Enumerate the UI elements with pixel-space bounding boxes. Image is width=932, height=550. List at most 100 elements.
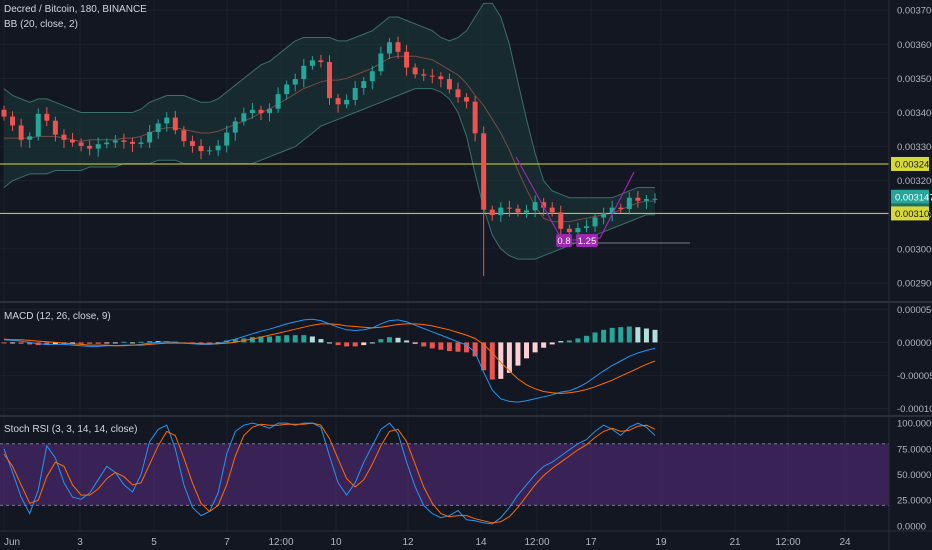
macd-histogram-bar (70, 342, 76, 344)
candle-body (241, 113, 247, 122)
macd-histogram-bar (284, 335, 290, 343)
candle-body (215, 145, 221, 151)
candle-body (181, 130, 187, 142)
time-tick-label: 24 (839, 537, 851, 548)
macd-histogram-bar (481, 342, 487, 371)
candle-body (524, 210, 530, 213)
lower-level-price-tag-bg (891, 206, 929, 221)
macd-histogram-bar (44, 342, 50, 346)
macd-histogram-bar (27, 342, 33, 345)
bb-legend[interactable]: BB (20, close, 2) (4, 19, 78, 30)
macd-histogram-bar (352, 342, 358, 347)
macd-histogram-bar (506, 342, 512, 373)
horizontal-levels (0, 163, 889, 214)
macd-histogram-bar (361, 342, 367, 346)
stoch-tick-label: 75.0000 (897, 444, 931, 455)
candle-body (189, 141, 195, 146)
time-tick-label: Jun (4, 537, 20, 548)
candle-body (87, 145, 93, 149)
pattern-drawing: 0.8 1.25 (515, 156, 690, 247)
signal-line (3, 323, 656, 395)
pattern-label-bg (576, 234, 598, 247)
macd-histogram-bar (404, 340, 410, 343)
macd-histogram-bar (267, 336, 273, 343)
macd-pane (0, 308, 889, 410)
macd-histogram-bar (95, 342, 101, 344)
candle-body (609, 207, 615, 214)
candle-body (198, 145, 204, 152)
candle-body (52, 120, 58, 135)
macd-tick-label: -0.000100 (897, 404, 932, 415)
macd-histogram-bar (455, 342, 461, 352)
macd-histogram-bar (121, 341, 127, 343)
macd-histogram-bar (575, 338, 581, 343)
last-price-tag-bg (891, 189, 929, 204)
candle-body (643, 199, 649, 201)
candle-body (506, 207, 512, 209)
candle-body (104, 142, 110, 145)
candle-body (61, 134, 67, 140)
macd-histogram-bar (318, 339, 324, 343)
macd-histogram-bar (626, 326, 632, 343)
candle-body (44, 113, 50, 121)
candle-body (481, 133, 487, 210)
macd-histogram-bar (652, 329, 658, 343)
candle-body (129, 141, 135, 144)
macd-histogram-bar (438, 342, 444, 350)
symbol-title[interactable]: Decred / Bitcoin, 180, BINANCE (4, 4, 147, 15)
candle-body (78, 142, 84, 146)
candle-body (172, 117, 178, 131)
candle-body (70, 139, 76, 143)
macd-histogram-bar (344, 342, 350, 347)
macd-histogram-bar (421, 342, 427, 347)
macd-histogram-bar (309, 336, 315, 343)
macd-histogram-bar (583, 335, 589, 343)
candle-body (532, 202, 538, 211)
candle-body (207, 150, 213, 152)
candle-body (378, 53, 384, 72)
macd-histogram-bar (643, 328, 649, 343)
candle-body (626, 197, 632, 209)
stoch-legend[interactable]: Stoch RSI (3, 3, 14, 14, close) (4, 424, 138, 435)
macd-histogram-bar (301, 335, 307, 343)
macd-histogram-bar (112, 342, 118, 344)
time-tick-label: 17 (585, 537, 597, 548)
macd-histogram-bar (566, 340, 572, 343)
bb-fill (4, 3, 655, 260)
pattern-label-1-25: 1.25 (578, 236, 597, 247)
time-tick-label: 12:00 (524, 537, 549, 548)
candle-body (155, 123, 161, 132)
macd-histogram-bar (635, 327, 641, 343)
candle-body (275, 94, 281, 109)
macd-histogram-bar (386, 337, 392, 343)
stoch-tick-label: 0.0000 (897, 521, 926, 532)
candle-body (27, 136, 33, 140)
candle-body (301, 65, 307, 80)
macd-histogram-bar (155, 341, 161, 343)
candle-body (224, 132, 230, 146)
bb-upper-line (3, 2, 655, 199)
macd-histogram-bar (147, 341, 153, 343)
macd-histogram-bar (18, 342, 24, 344)
macd-histogram-bar (515, 342, 521, 366)
time-tick-label: 12:00 (268, 537, 293, 548)
candle-body (455, 89, 461, 98)
macd-histogram-bar (232, 339, 238, 343)
macd-histogram-bar (104, 342, 110, 344)
stoch-k-line (3, 422, 656, 525)
macd-histogram-bar (52, 342, 58, 345)
time-tick-label: 7 (224, 537, 230, 548)
candle-body (267, 108, 273, 114)
stoch-rsi-pane (0, 422, 889, 525)
pattern-label-bg (556, 234, 572, 247)
stoch-band (0, 443, 889, 506)
candle-body (352, 87, 358, 100)
stoch-d-line (3, 422, 656, 524)
macd-legend[interactable]: MACD (12, 26, close, 9) (4, 311, 111, 322)
